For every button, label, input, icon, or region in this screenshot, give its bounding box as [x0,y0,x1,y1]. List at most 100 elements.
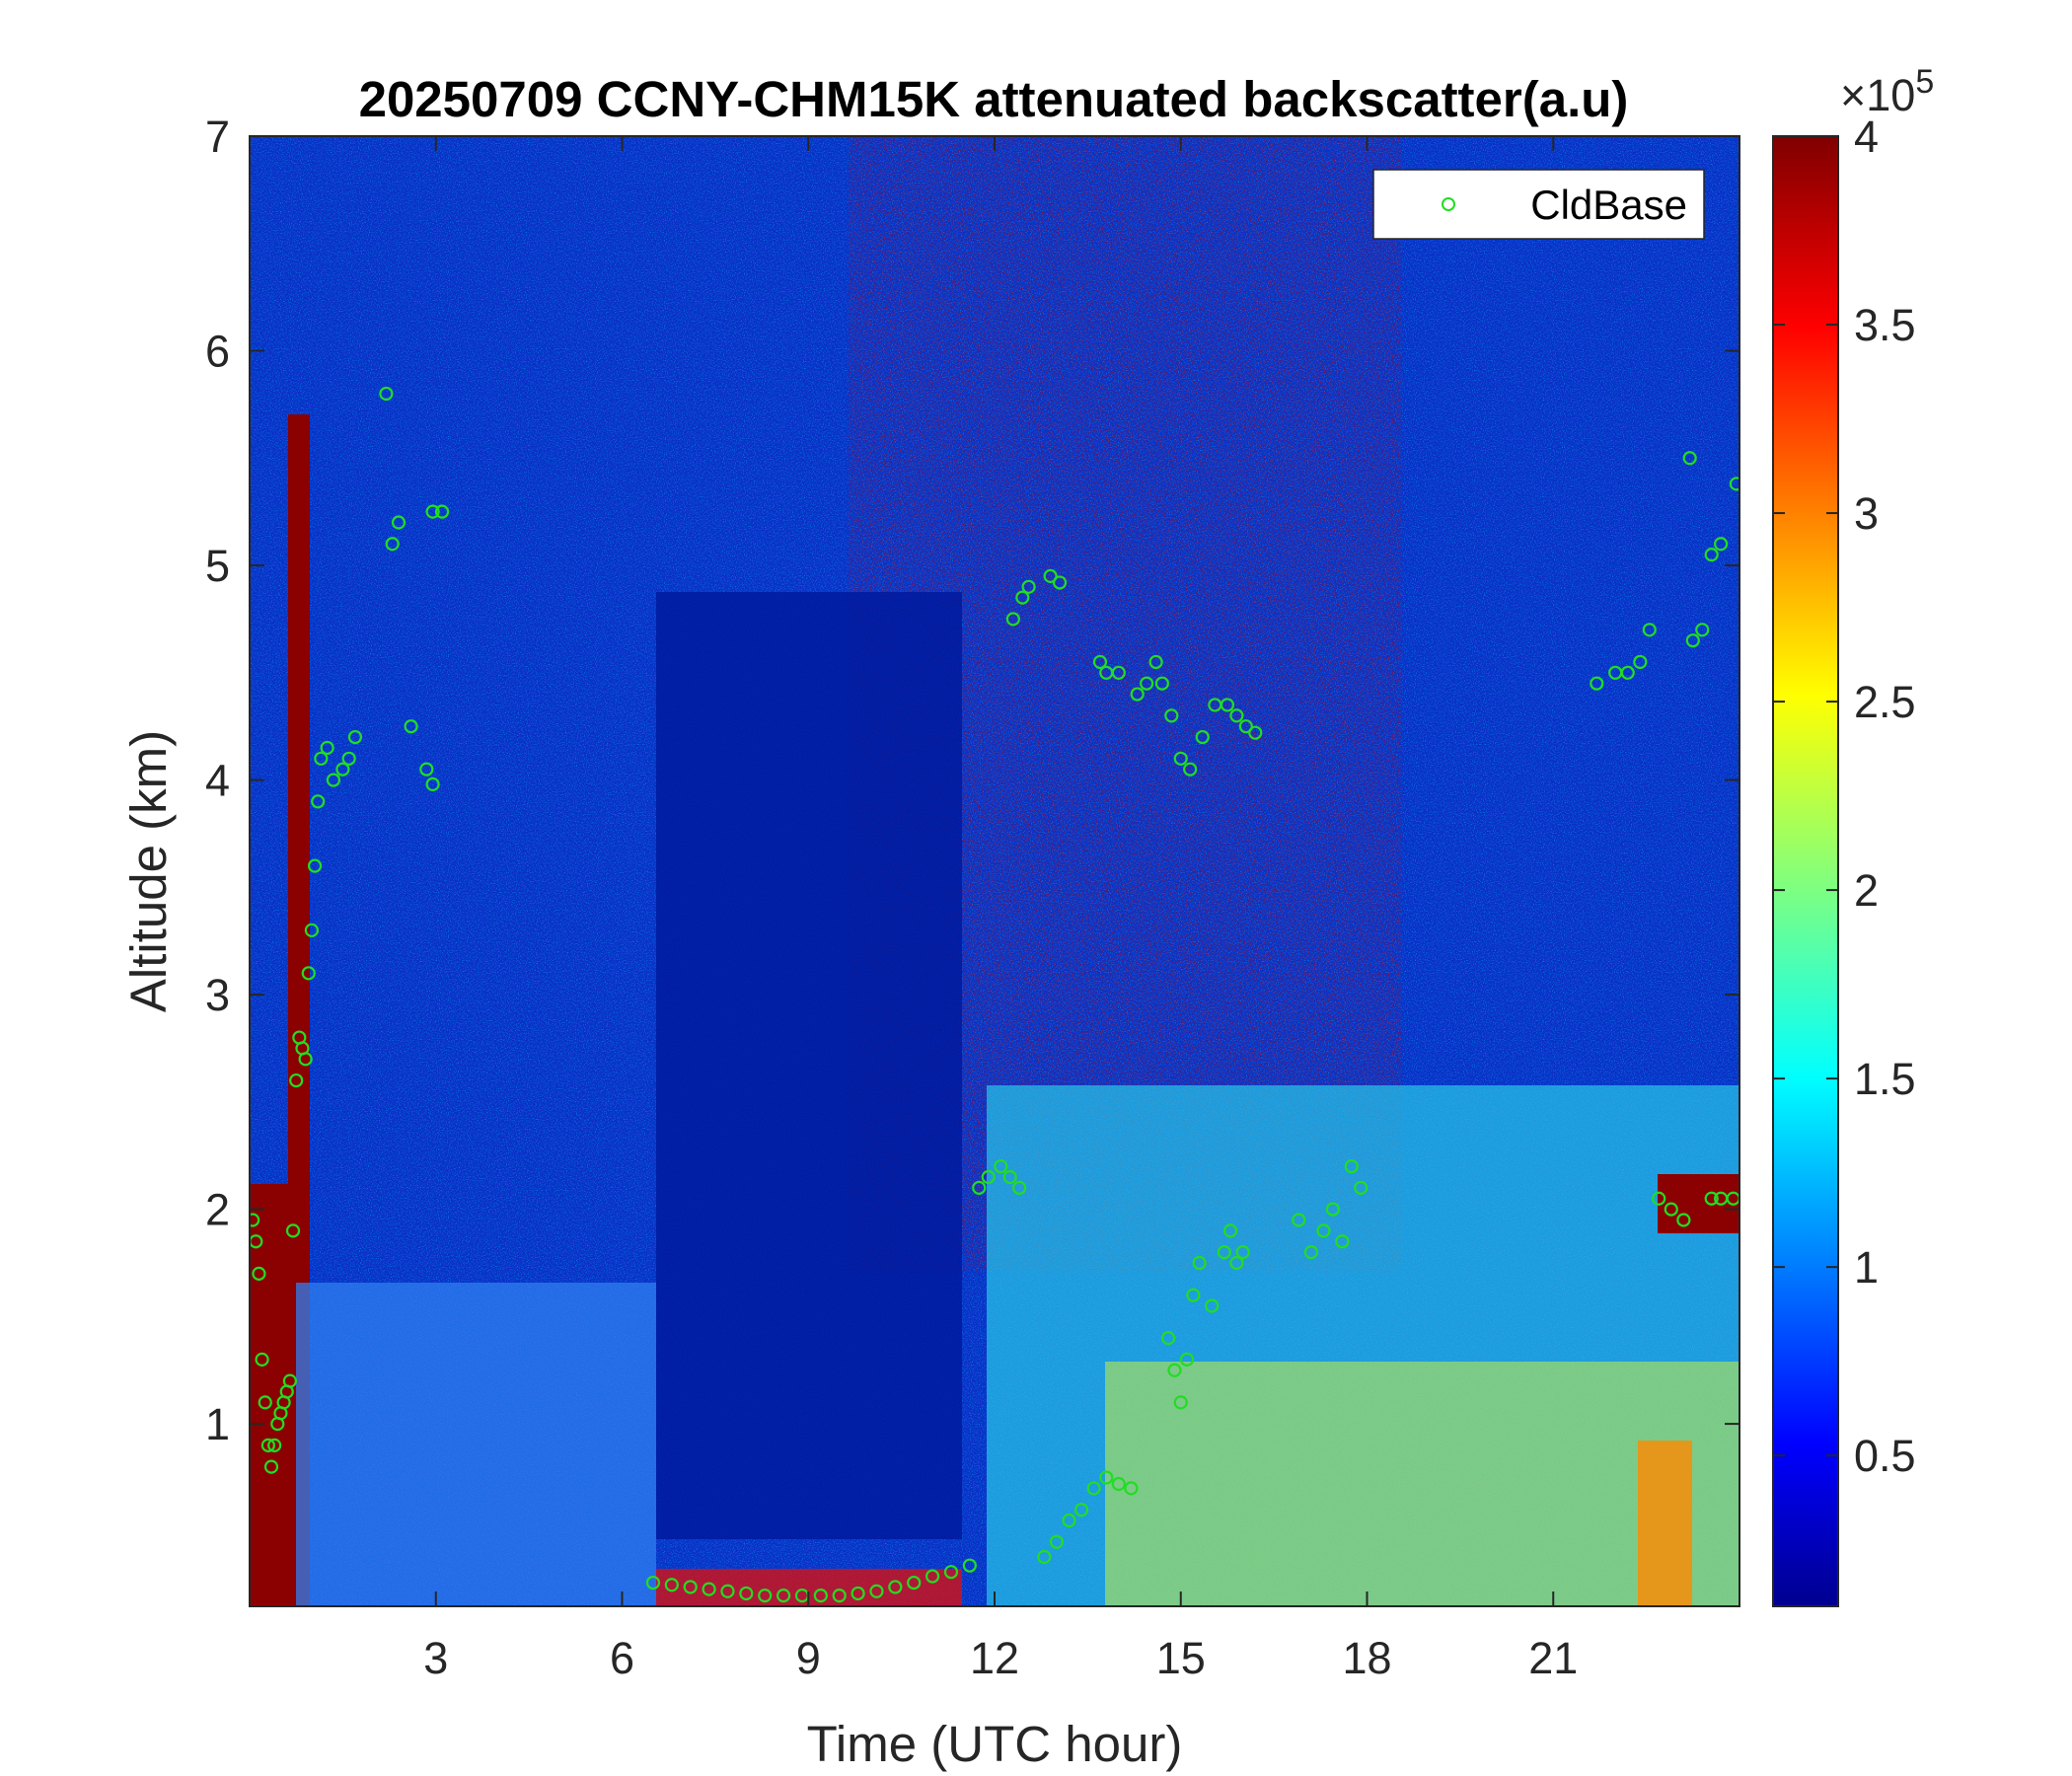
cldbase-point [1316,1223,1331,1238]
cldbase-point [1642,623,1657,637]
cldbase-point [263,1459,279,1474]
cldbase-point [419,762,434,777]
cldbase-point [1652,1191,1666,1206]
x-tick-label: 9 [796,1633,821,1683]
cldbase-point [250,1213,260,1227]
cldbase-point [1167,1363,1182,1377]
cldbase-point [851,1586,865,1601]
heatmap-early-cloud [250,1184,294,1606]
cldbase-point [260,1438,275,1452]
cldbase-point [1179,1352,1195,1367]
x-tick-label: 6 [610,1633,634,1683]
y-axis: 1 2 3 4 5 6 7 [205,111,1739,1449]
cldbase-point [1685,633,1700,648]
cldbase-point [1164,708,1179,723]
cldbase-point [1148,654,1163,670]
cldbase-point [994,1158,1008,1174]
cldbase-point [252,1266,266,1281]
cldbase-point [425,504,440,519]
colorbar-exponent-power: 5 [1915,63,1934,101]
cldbase-point [1695,623,1710,637]
colorbar-tick-label: 1.5 [1854,1054,1916,1104]
y-axis-label: Altitude (km) [120,730,177,1012]
y-tick-label: 3 [205,970,230,1020]
y-tick-label: 6 [205,327,230,377]
cldbase-point [981,1169,996,1185]
cldbase-point [645,1575,661,1591]
colorbar-tick-label: 0.5 [1854,1431,1916,1481]
cldbase-point [1292,1213,1306,1227]
cldbase-point [1704,548,1719,562]
cldbase-point [1235,1244,1250,1260]
cldbase-point [1130,687,1145,702]
cldbase-point [664,1578,679,1592]
cldbase-point [304,923,320,937]
cldbase-point [1092,654,1108,670]
colorbar-tick-label: 2 [1854,865,1879,916]
y-tick-label: 7 [205,111,230,162]
cldbase-point [1335,1234,1350,1249]
cldbase-point [1217,1244,1231,1260]
colorbar-tick-label: 3 [1854,488,1879,539]
cldbase-point [1229,708,1244,723]
cldbase-point [425,777,440,792]
cldbase-point [314,751,329,766]
cldbase-point [1111,665,1126,680]
cldbase-point [1248,725,1263,740]
cldbase-point [1682,451,1697,466]
cldbase-point [307,858,323,873]
cldbase-point [1325,1202,1340,1217]
cldbase-point [255,1352,269,1367]
cldbase-point [1620,665,1635,680]
legend-marker [1442,197,1455,211]
x-axis-label: Time (UTC hour) [807,1716,1183,1772]
cldbase-point [1140,676,1154,691]
cldbase-point [1099,1470,1114,1485]
cldbase-point [1052,575,1068,590]
cldbase-point [1354,1180,1369,1195]
colorbar: 0.5 1 1.5 2 2.5 3 3.5 4 ×105 [1772,63,1934,1607]
cldbase-point [1049,1534,1065,1549]
cldbase-point [1303,1244,1318,1260]
heatmap-pbl-night [296,1283,656,1606]
cldbase-point [758,1589,773,1603]
cldbase-point [1012,1180,1027,1195]
cldbase-point [888,1580,903,1594]
cldbase-point [258,1395,272,1410]
cldbase-point [267,1438,282,1452]
cldbase-point [1183,762,1198,777]
cldbase-point [320,740,334,756]
x-tick-label: 18 [1342,1633,1391,1683]
cldbase-point [1154,676,1169,691]
cldbase-point [404,719,418,734]
cldbase-point [1676,1213,1691,1227]
x-tick-label: 15 [1156,1633,1206,1683]
cldbase-point [1043,568,1058,584]
cldbase-point [869,1584,884,1598]
cldbase-point [1021,579,1036,594]
cldbase-point [289,1073,304,1088]
cldbase-point [434,504,450,519]
colorbar-gradient [1772,135,1839,1607]
cldbase-point [907,1575,922,1591]
cldbase-point [813,1589,828,1603]
heatmap-evening-aerosol [1638,1441,1692,1606]
cldbase-point [1005,612,1020,627]
colorbar-tick-label: 2.5 [1854,677,1916,727]
cldbase-point [1220,698,1235,712]
cldbase-point [1729,477,1739,491]
cldbase-point [285,1223,301,1238]
colorbar-exponent-base: ×10 [1840,70,1915,120]
legend-box [1372,169,1705,240]
cldbase-point [1173,751,1188,766]
cldbase-point [1590,676,1604,691]
cldbase-point [1062,1513,1076,1528]
heatmap-clear-column [656,592,962,1539]
cldbase-point [1073,1503,1089,1517]
cldbase-markers [250,386,1739,1603]
cldbase-point [1037,1549,1052,1565]
cldbase-point [702,1582,716,1596]
cldbase-point [326,773,341,787]
cldbase-point [832,1589,847,1603]
